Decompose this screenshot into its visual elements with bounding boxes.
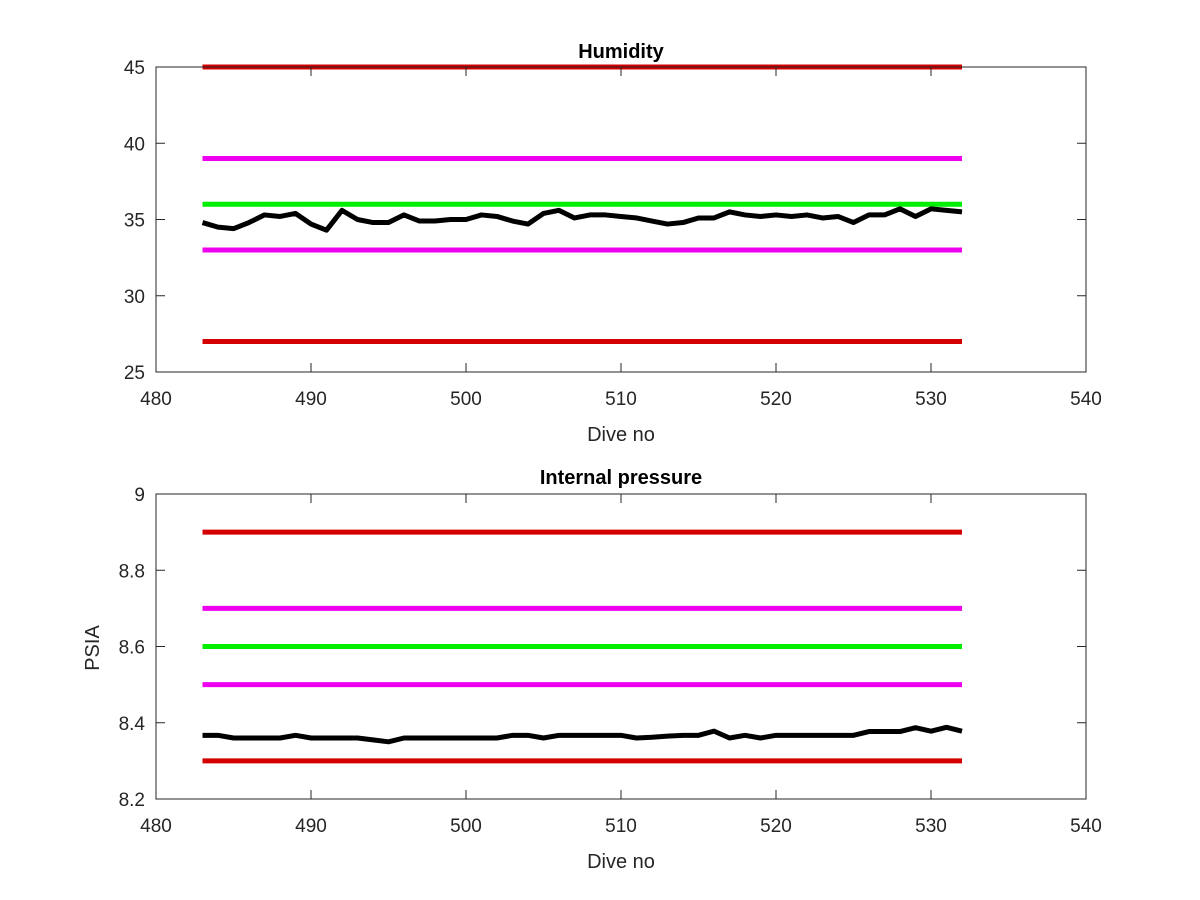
humidity-axes-box	[155, 66, 1087, 373]
humidity-ytick-label: 40	[124, 134, 145, 155]
internal-pressure-ytick-label: 8.6	[119, 638, 145, 659]
humidity-ytick-label: 35	[124, 211, 145, 232]
internal-pressure-ytick-label: 8.2	[119, 790, 145, 811]
internal-pressure-xtick-label: 490	[295, 816, 327, 837]
internal-pressure-tick-layer: 480 490 500 510 520 530 540 8.2 8.4 8.6 8.8 9	[119, 485, 1102, 837]
internal-pressure-xtick-label: 500	[450, 816, 482, 837]
humidity-title: Humidity	[578, 41, 664, 63]
internal-pressure-y-axis-label: PSIA	[82, 625, 104, 671]
humidity-subplot: Humidity Dive no 480 490 500 510 520 530 540 25…	[124, 41, 1102, 446]
humidity-tick-layer: 480 490 500 510 520 530 540 25 30 35 40 45	[124, 58, 1102, 410]
internal-pressure-xtick-label: 530	[915, 816, 947, 837]
internal-pressure-xtick-label: 510	[605, 816, 637, 837]
humidity-series-5-line	[201, 206, 963, 233]
internal-pressure-axes-box	[155, 493, 1087, 800]
humidity-xtick-label: 510	[605, 389, 637, 410]
humidity-xtick-label: 500	[450, 389, 482, 410]
internal-pressure-ytick-label: 8.4	[119, 714, 146, 735]
humidity-ytick-label: 25	[124, 363, 145, 384]
humidity-xtick-label: 520	[760, 389, 792, 410]
humidity-ytick-label: 30	[124, 287, 145, 308]
internal-pressure-x-axis-label: Dive no	[587, 851, 655, 873]
humidity-x-axis-label: Dive no	[587, 424, 655, 446]
humidity-xtick-label: 480	[140, 389, 172, 410]
internal-pressure-ytick-label: 9	[134, 485, 145, 506]
internal-pressure-ytick-label: 8.8	[119, 561, 145, 582]
internal-pressure-title: Internal pressure	[540, 467, 702, 489]
internal-pressure-xtick-label: 480	[140, 816, 172, 837]
humidity-xtick-label: 530	[915, 389, 947, 410]
internal-pressure-xtick-label: 540	[1070, 816, 1102, 837]
humidity-xtick-label: 540	[1070, 389, 1102, 410]
internal-pressure-series-5-line	[202, 724, 963, 745]
humidity-ytick-label: 45	[124, 58, 145, 79]
humidity-xtick-label: 490	[295, 389, 327, 410]
internal-pressure-xtick-label: 520	[760, 816, 792, 837]
internal-pressure-subplot: Internal pressure Dive no PSIA 480 490 500…	[82, 467, 1102, 873]
internal-pressure-series-layer	[202, 529, 963, 764]
